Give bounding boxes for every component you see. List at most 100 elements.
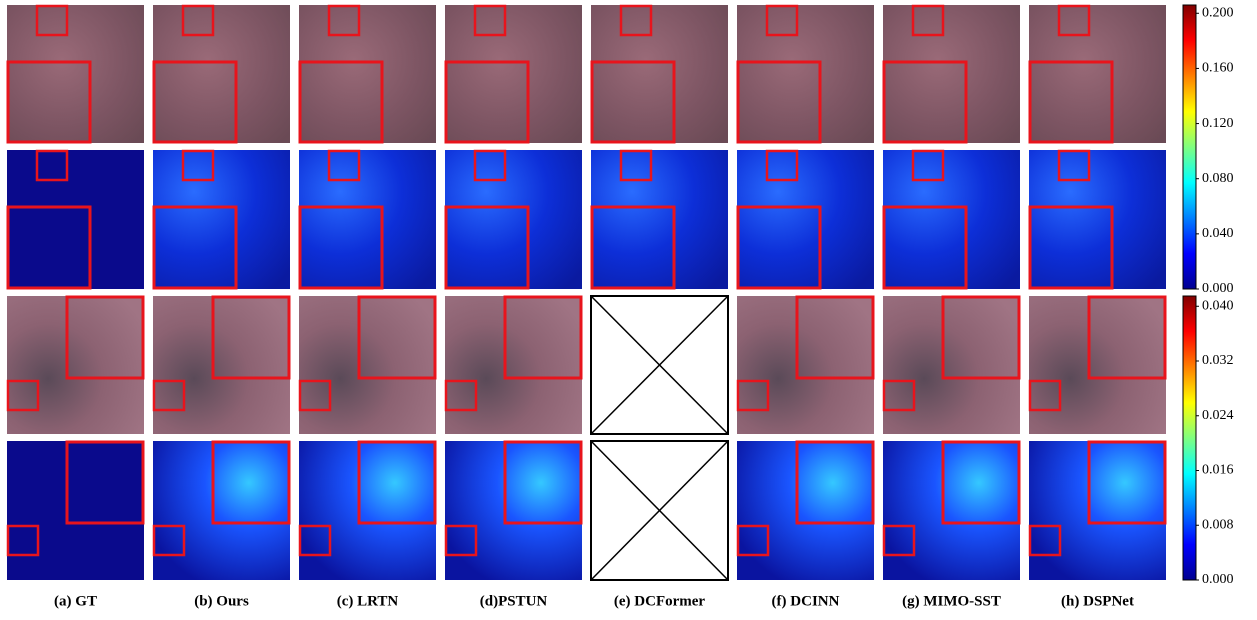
zoom-box-large [1087, 295, 1167, 380]
zoom-box-small [298, 379, 332, 412]
image [445, 5, 582, 143]
zoom-box-large [1028, 205, 1114, 290]
error-map [299, 150, 436, 289]
image [1029, 5, 1166, 143]
zoom-box-small [1028, 379, 1062, 412]
image [883, 5, 1020, 143]
placeholder-cross [590, 295, 729, 435]
colorbar-tick-label: 0.040 [1202, 298, 1234, 313]
column-label: (a) GT [54, 593, 97, 609]
zoom-box-large [590, 205, 676, 290]
error-map [153, 441, 290, 580]
zoom-box-small [765, 149, 799, 182]
colorbar-tick-label: 0.080 [1202, 171, 1234, 186]
zoom-box-small [35, 149, 69, 182]
placeholder-cross [590, 440, 729, 581]
zoom-box-small [911, 149, 945, 182]
image [299, 5, 436, 143]
zoom-box-large [590, 60, 676, 144]
zoom-box-small [765, 4, 799, 37]
zoom-box-large [795, 440, 875, 525]
column-label: (c) LRTN [337, 593, 399, 609]
error-map [591, 150, 728, 289]
zoom-box-large [6, 60, 92, 144]
error-map [883, 441, 1020, 580]
error-map [737, 150, 874, 289]
zoom-box-small [1057, 149, 1091, 182]
image [7, 5, 144, 143]
zoom-box-small [911, 4, 945, 37]
image [883, 296, 1020, 434]
colorbar-tick-label: 0.032 [1202, 353, 1234, 368]
zoom-box-large [65, 295, 145, 380]
error-map [153, 150, 290, 289]
zoom-box-large [152, 60, 238, 144]
image [1029, 296, 1166, 434]
zoom-box-small [473, 4, 507, 37]
zoom-box-small [35, 4, 69, 37]
colorbar-tick-label: 0.008 [1202, 517, 1234, 532]
zoom-box-small [882, 524, 916, 557]
image [299, 296, 436, 434]
image [153, 5, 290, 143]
zoom-box-small [6, 524, 40, 557]
zoom-box-small [736, 524, 770, 557]
zoom-box-large [941, 440, 1021, 525]
colorbar-tick-label: 0.040 [1202, 226, 1234, 241]
zoom-box-large [736, 60, 822, 144]
zoom-box-small [882, 379, 916, 412]
column-label: (d)PSTUN [480, 593, 548, 609]
zoom-box-small [1028, 524, 1062, 557]
zoom-box-small [444, 524, 478, 557]
zoom-box-large [211, 295, 291, 380]
error-map [7, 441, 144, 580]
zoom-box-small [298, 524, 332, 557]
error-map [7, 150, 144, 289]
image [737, 296, 874, 434]
zoom-box-large [444, 60, 530, 144]
column-label: (e) DCFormer [614, 593, 706, 609]
error-map [445, 150, 582, 289]
column-label: (f) DCINN [772, 593, 840, 609]
error-map [1029, 150, 1166, 289]
zoom-box-small [1057, 4, 1091, 37]
colorbar-tick-label: 0.000 [1202, 281, 1234, 296]
zoom-box-large [357, 295, 437, 380]
column-label: (g) MIMO-SST [902, 593, 1001, 609]
error-map [299, 441, 436, 580]
colorbar-tick-label: 0.120 [1202, 116, 1234, 131]
colorbar-tick-label: 0.016 [1202, 463, 1234, 478]
zoom-box-large [211, 440, 291, 525]
zoom-box-large [357, 440, 437, 525]
zoom-box-small [619, 149, 653, 182]
image [591, 5, 728, 143]
column-label: (h) DSPNet [1061, 593, 1134, 609]
image [445, 296, 582, 434]
colorbar [1182, 4, 1197, 290]
image [153, 296, 290, 434]
zoom-box-large [444, 205, 530, 290]
zoom-box-large [503, 440, 583, 525]
zoom-box-large [795, 295, 875, 380]
error-map [883, 150, 1020, 289]
zoom-box-small [152, 379, 186, 412]
zoom-box-large [298, 60, 384, 144]
zoom-box-small [327, 4, 361, 37]
zoom-box-small [181, 149, 215, 182]
error-map [445, 441, 582, 580]
colorbar [1182, 295, 1197, 581]
zoom-box-large [65, 440, 145, 525]
image [737, 5, 874, 143]
error-map [1029, 441, 1166, 580]
zoom-box-small [327, 149, 361, 182]
zoom-box-small [619, 4, 653, 37]
zoom-box-small [736, 379, 770, 412]
error-map [737, 441, 874, 580]
zoom-box-large [152, 205, 238, 290]
zoom-box-large [882, 205, 968, 290]
zoom-box-small [444, 379, 478, 412]
zoom-box-small [6, 379, 40, 412]
column-label: (b) Ours [194, 593, 249, 609]
colorbar-tick-label: 0.000 [1202, 572, 1234, 587]
